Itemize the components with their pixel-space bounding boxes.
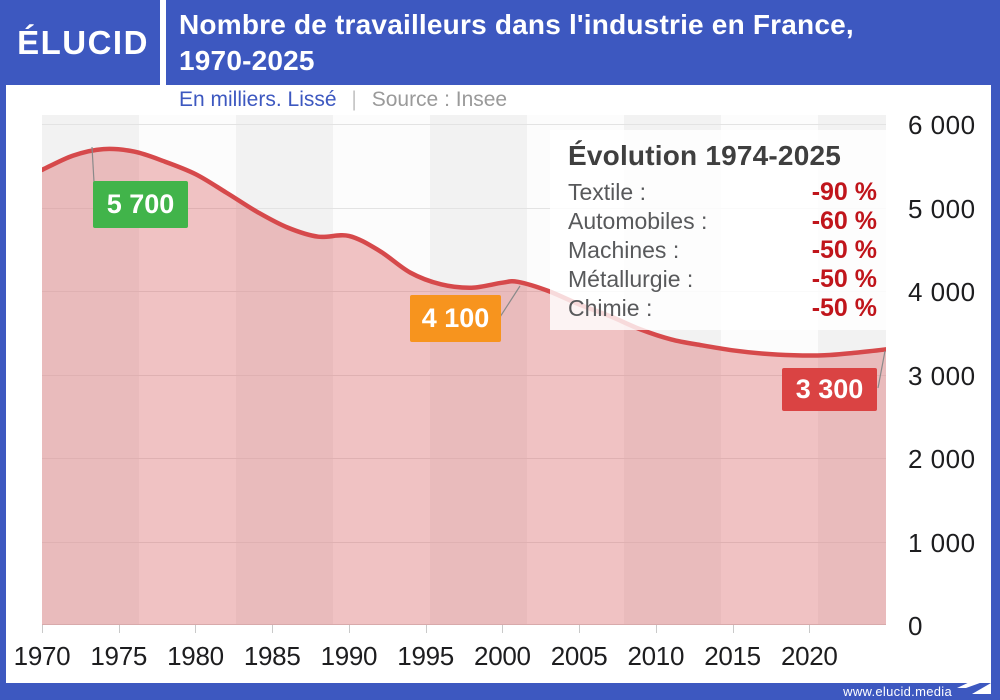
y-tick-label-3000: 3 000 [908,360,976,391]
legend-row-chimie: Chimie : -50 % [568,294,877,323]
elucid-logo: ÉLUCID [6,0,160,85]
legend-label: Chimie : [568,295,653,321]
x-tick-label-2020: 2020 [780,641,838,671]
y-tick-label-5000: 5 000 [908,193,976,224]
annotation-connectors [91,146,886,389]
x-tick-label-2000: 2000 [474,641,531,671]
frame-border-left [0,0,6,700]
frame-border-right [991,0,1000,700]
legend-label: Machines : [568,237,680,263]
x-tick-label-1970: 1970 [13,641,71,671]
gridline-3000 [42,374,886,376]
x-tick-1985 [272,625,274,633]
elucid-arrow-icon [957,672,991,694]
evolution-panel-title: Évolution 1974-2025 [568,140,842,171]
chart-subtitle: En milliers. Lissé | Source : Insee [179,88,507,114]
x-tick-2000 [502,625,504,633]
x-tick-label-1985: 1985 [243,641,301,671]
x-tick-label-2005: 2005 [550,641,608,671]
x-tick-2005 [579,625,581,633]
subtitle-separator: | [351,88,357,111]
connector-4100 [499,285,521,318]
legend-value: -50 % [811,265,877,293]
gridline-5000 [42,207,886,209]
subtitle-source: Source : Insee [371,88,508,111]
legend-value: -60 % [811,207,877,235]
logo-text: ÉLUCID [17,23,149,61]
legend-row-metallurgie: Métallurgie : -50 % [568,265,877,294]
gridline-1000 [42,541,886,543]
legend-label: Automobiles : [568,208,708,234]
evolution-panel: Évolution 1974-2025 Textile : -90 % Auto… [550,130,897,330]
title-line-2: 1970-2025 [179,45,315,76]
x-tick-label-2010: 2010 [627,641,685,671]
legend-row-machines: Machines : -50 % [568,236,877,265]
connector-5700 [91,146,95,183]
footer-url-link[interactable]: www.elucid.media [843,684,952,699]
x-tick-1995 [425,625,427,633]
gridline-4000 [42,291,886,292]
x-tick-1980 [195,625,197,633]
legend-value: -90 % [811,178,877,206]
y-tick-label-0: 0 [908,611,923,641]
x-tick-2015 [732,625,734,633]
series-line [42,146,886,358]
header-bar: ÉLUCID Nombre de travailleurs dans l'ind… [0,0,1000,85]
x-tick-2010 [655,625,657,633]
legend-value: -50 % [811,294,877,322]
gridline-2000 [42,458,886,459]
header-divider [160,0,166,85]
x-tick-label-1990: 1990 [320,641,378,671]
x-tick-1990 [348,625,350,633]
data-label-1974-peak: 5 700 [93,181,188,228]
data-label-2025: 3 300 [782,368,877,411]
y-tick-label-1000: 1 000 [908,527,976,558]
x-tick-1975 [118,625,120,633]
title-line-1: Nombre de travailleurs dans l'industrie … [179,9,854,40]
data-label-2000: 4 100 [410,295,501,342]
legend-label: Métallurgie : [568,266,694,292]
x-tick-label-1995: 1995 [397,641,454,671]
connector-3300 [877,350,886,389]
legend-row-textile: Textile : -90 % [568,178,877,207]
gridline-6000 [42,124,886,125]
x-tick-2020 [809,625,811,633]
subtitle-unit: En milliers. Lissé [179,88,337,111]
x-tick-label-2015: 2015 [704,641,761,671]
legend-value: -50 % [811,236,877,264]
area-fill [42,148,886,625]
y-tick-label-2000: 2 000 [908,444,976,474]
footer-bar: www.elucid.media [0,672,1000,700]
x-tick-label-1975: 1975 [90,641,148,671]
y-tick-label-4000: 4 000 [908,277,976,307]
x-tick-label-1980: 1980 [167,641,224,671]
legend-row-automobiles: Automobiles : -60 % [568,207,877,236]
page-title: Nombre de travailleurs dans l'industrie … [179,7,979,79]
y-tick-label-6000: 6 000 [908,110,976,140]
x-tick-1970 [42,625,43,633]
area-chart [42,146,886,625]
legend-label: Textile : [568,179,646,205]
